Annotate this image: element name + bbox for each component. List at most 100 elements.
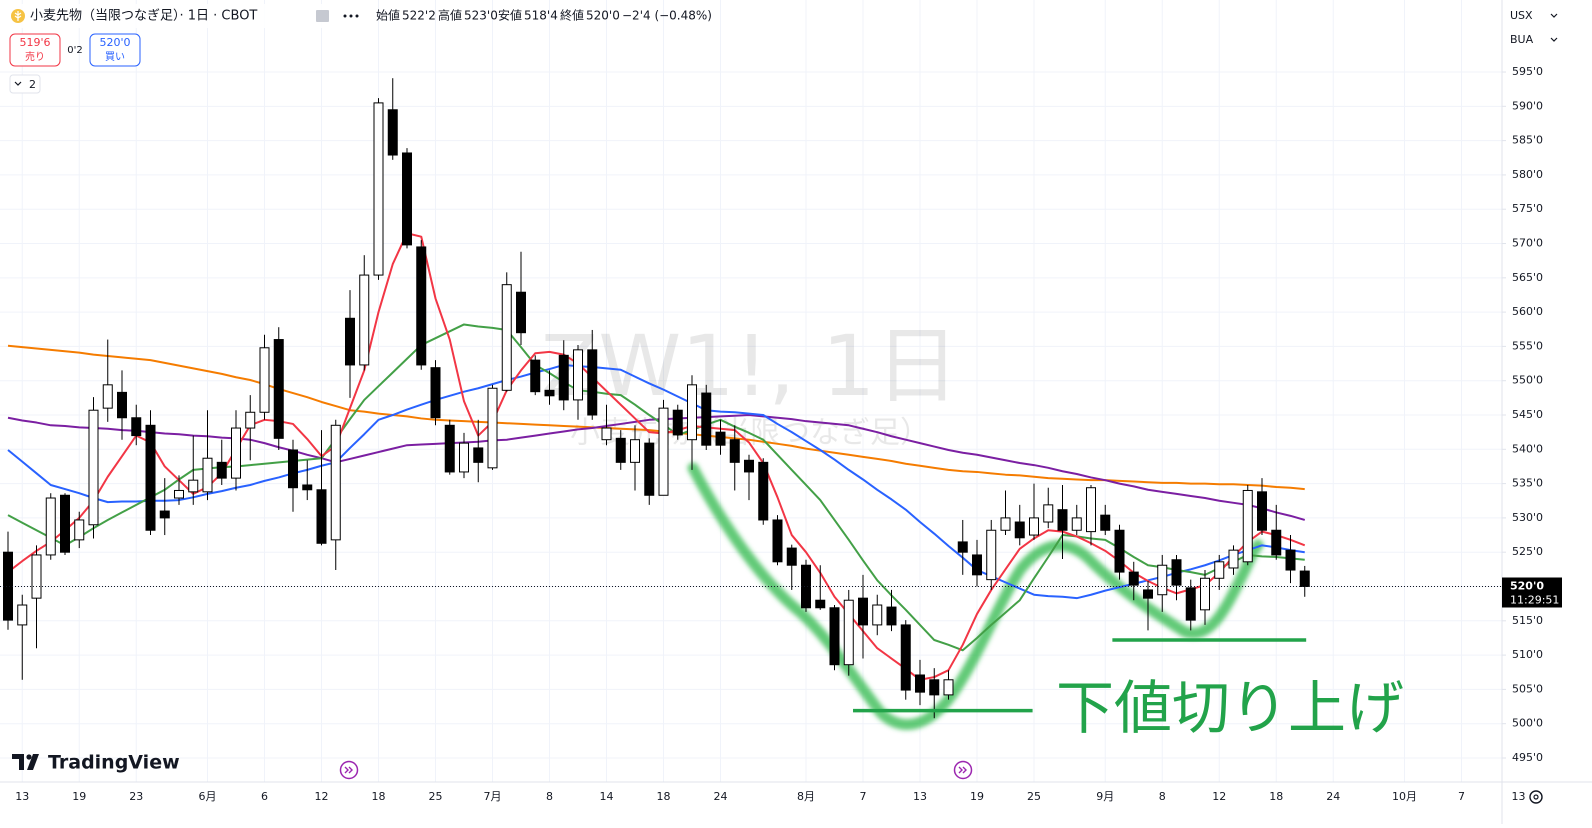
x-tick-label: 9月: [1096, 790, 1114, 803]
indicators-toggle[interactable]: [9, 74, 41, 94]
x-tick-label: 13: [913, 790, 927, 803]
candle-body: [501, 284, 512, 391]
candle-body: [843, 599, 854, 666]
more-icon[interactable]: [343, 14, 359, 18]
candle-body: [216, 461, 227, 479]
x-tick-label: 18: [372, 790, 386, 803]
ohlc-value: 518'4: [524, 9, 558, 23]
candle-body: [872, 604, 883, 626]
currency[interactable]: USX: [1510, 9, 1533, 22]
candle-body: [715, 431, 726, 446]
y-tick-label: 495'0: [1512, 751, 1543, 764]
y-tick-label: 515'0: [1512, 614, 1543, 627]
flag-icon[interactable]: [316, 10, 329, 22]
candle-body: [986, 529, 997, 581]
buy-button[interactable]: [89, 33, 141, 67]
candle-body: [402, 152, 412, 246]
candle-body: [801, 564, 811, 609]
sell-button[interactable]: [9, 33, 61, 67]
candle-body: [117, 391, 127, 419]
candle-body: [459, 442, 469, 473]
x-tick-label: 19: [72, 790, 86, 803]
candle-body: [1242, 489, 1253, 563]
candle-body: [174, 489, 184, 499]
header-title[interactable]: 小麦先物（当限つなぎ足）· 1日 · CBOT: [30, 9, 257, 24]
candle-body: [957, 541, 968, 553]
x-tick-label: 24: [714, 790, 728, 803]
y-tick-label: 550'0: [1512, 374, 1543, 387]
candle-body: [316, 489, 327, 544]
logo-part: [26, 754, 32, 760]
candle-body: [1171, 559, 1182, 586]
event-marker[interactable]: [953, 760, 973, 780]
candle-body: [1100, 514, 1111, 531]
candle-body: [943, 679, 954, 696]
candle-body: [31, 554, 42, 599]
chevron: [14, 81, 22, 86]
settings-icon[interactable]: [1529, 790, 1543, 804]
candle-body: [929, 679, 940, 696]
event-marker[interactable]: [339, 760, 359, 780]
x-tick-label: 23: [129, 790, 143, 803]
last-price-box: [1502, 577, 1562, 608]
candle-body: [644, 442, 655, 496]
chevron: [1550, 37, 1558, 42]
candle-body: [159, 510, 170, 519]
candle-body: [915, 674, 925, 693]
candle-body: [444, 424, 455, 473]
last-price-label: 520'0: [1510, 580, 1544, 593]
candle-body: [815, 599, 826, 609]
candle-body: [1000, 517, 1011, 531]
highlight-stroke: [687, 462, 1264, 730]
candle-body: [658, 407, 669, 496]
moving-average-line: [7, 363, 1305, 600]
event-glyph: [344, 766, 353, 774]
dot: [355, 14, 359, 18]
candle-body: [1185, 587, 1196, 621]
logo-part: [12, 754, 24, 770]
candle-body: [1228, 549, 1239, 569]
candle-body: [74, 519, 85, 541]
ohlc-value: 523'0: [464, 9, 498, 23]
y-tick-label: 545'0: [1512, 408, 1543, 421]
candle-body: [1114, 529, 1125, 573]
x-tick-label: 7: [860, 790, 867, 803]
candle-body: [630, 439, 640, 463]
x-tick-label: 13: [1512, 790, 1526, 803]
candle-body: [744, 459, 754, 473]
logo-mark: [12, 754, 39, 770]
sell-price: 519'6: [19, 36, 50, 49]
candle-body: [687, 384, 697, 441]
candle-body: [516, 291, 526, 334]
candle-body: [587, 349, 598, 416]
candle-body: [615, 437, 626, 463]
ohlc-label: 始値: [376, 8, 400, 23]
x-tick-label: 8: [546, 790, 553, 803]
candle-body: [359, 274, 370, 366]
candle-body: [102, 384, 113, 409]
candle-body: [231, 427, 241, 479]
logo-part: [27, 754, 39, 770]
y-tick-label: 530'0: [1512, 511, 1543, 524]
candle-body: [1257, 491, 1267, 531]
x-tick-label: 13: [15, 790, 29, 803]
candle-body: [245, 411, 256, 429]
candle-body: [900, 624, 911, 691]
gear-hub: [1533, 794, 1539, 800]
x-tick-label: 6月: [199, 790, 217, 803]
y-tick-label: 560'0: [1512, 305, 1543, 318]
event-circle: [953, 760, 973, 780]
candle-body: [302, 484, 313, 491]
candle-body: [573, 349, 583, 401]
candle-body: [772, 519, 783, 563]
candle-body: [3, 551, 13, 621]
x-tick-label: 19: [970, 790, 984, 803]
logo-text: TradingView: [48, 752, 180, 774]
candle-body: [1029, 517, 1039, 536]
x-tick-label: 6: [261, 790, 268, 803]
candle-body: [858, 597, 868, 626]
unit[interactable]: BUA: [1510, 33, 1534, 46]
y-tick-label: 540'0: [1512, 442, 1543, 455]
candle-body: [729, 439, 740, 463]
buy-label: 買い: [105, 51, 125, 63]
